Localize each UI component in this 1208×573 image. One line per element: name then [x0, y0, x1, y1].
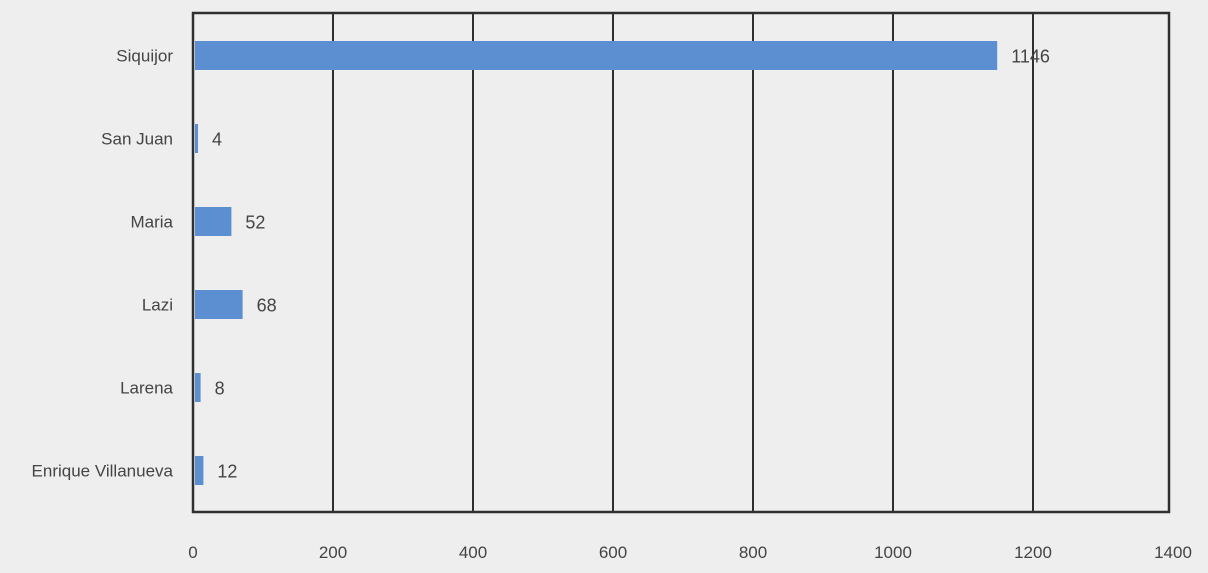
x-tick-label: 1400	[1154, 543, 1192, 562]
bar-san-juan	[195, 124, 198, 153]
grid-layer	[191, 11, 1171, 514]
category-label: Enrique Villanueva	[32, 462, 174, 481]
data-label: 4	[212, 130, 222, 150]
bar-larena	[195, 373, 201, 402]
x-tick-label: 1000	[874, 543, 912, 562]
x-tick-label: 1200	[1014, 543, 1052, 562]
category-label: Larena	[120, 379, 173, 398]
bar-maria	[195, 207, 232, 236]
category-label: Maria	[130, 213, 173, 232]
category-label: Lazi	[142, 296, 173, 315]
bar-enrique-villanueva	[195, 456, 204, 485]
x-tick-label: 600	[599, 543, 627, 562]
bars	[195, 41, 998, 485]
data-label: 1146	[1011, 47, 1050, 67]
x-tick-label: 800	[739, 543, 767, 562]
plot-frame	[191, 11, 1171, 514]
data-label: 68	[257, 296, 277, 316]
x-tick-label: 200	[319, 543, 347, 562]
bar-lazi	[195, 290, 243, 319]
category-label: Siquijor	[116, 47, 173, 66]
category-label: San Juan	[101, 130, 173, 149]
x-tick-label: 400	[459, 543, 487, 562]
data-label: 8	[215, 379, 225, 399]
labels: 0 200 400 600 800 1000 1200 1400 Siquijor 1146 San…	[32, 47, 1192, 563]
x-tick-label: 0	[188, 543, 197, 562]
data-label: 12	[217, 462, 237, 482]
data-label: 52	[245, 213, 265, 233]
bar-siquijor	[195, 41, 998, 70]
